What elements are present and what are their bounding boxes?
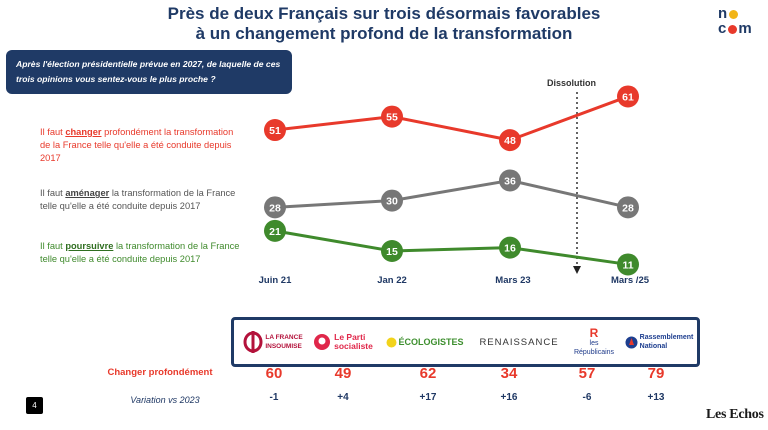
- party-rn-logo: Rassemblement National: [622, 320, 696, 364]
- data-point-1-2: 36: [499, 169, 521, 192]
- score-ecologistes: 62: [419, 365, 437, 382]
- score-renaissance: 34: [500, 365, 518, 382]
- data-label-1-1: 30: [386, 196, 398, 208]
- rn-flame-icon: [625, 336, 638, 348]
- opinion-amenager-post: la transformation de la France telle qu'…: [40, 188, 236, 211]
- lfi-name-l1: LA FRANCE: [265, 334, 303, 341]
- lfi-phi-icon: [243, 331, 263, 353]
- data-point-1-3: 28: [617, 196, 639, 219]
- opinion-poursuivre: Il faut poursuivre la transformation de …: [40, 240, 240, 266]
- opinion-amenager: Il faut aménager la transformation de la…: [40, 187, 240, 213]
- data-point-2-1: 15: [381, 240, 403, 262]
- opinion-changer-pre: Il faut: [40, 127, 66, 137]
- data-point-2-0: 21: [264, 219, 286, 242]
- variation-lr: -6: [582, 392, 592, 403]
- lr-name-l2: Républicains: [573, 349, 615, 356]
- title-line-1: Près de deux Français sur trois désormai…: [167, 4, 601, 23]
- ps-name-l2: socialiste: [334, 341, 373, 351]
- data-label-1-0: 28: [269, 202, 281, 214]
- ps-rose-icon: [314, 334, 331, 350]
- variation-lfi: -1: [269, 392, 279, 403]
- variation-ps: +4: [337, 392, 349, 403]
- line-chart: 51 55 48 61 28 30 36 28 21 15 16 11: [264, 85, 639, 276]
- opinion-poursuivre-pre: Il faut: [40, 241, 66, 251]
- opinion-poursuivre-post: la transformation de la France telle qu'…: [40, 241, 240, 264]
- ecologistes-sun-icon: [386, 337, 397, 347]
- opinion-poursuivre-key: poursuivre: [65, 241, 114, 251]
- lr-name-l1: les: [589, 340, 599, 347]
- les-echos-logo: Les Echos: [706, 407, 764, 422]
- opinion-changer-post: profondément la transformation de la Fra…: [40, 127, 234, 163]
- data-label-0-2: 48: [504, 135, 516, 147]
- renaissance-name: RENAISSANCE: [479, 336, 559, 348]
- party-ps-logo: Le Parti socialiste: [308, 320, 378, 364]
- data-label-2-3: 11: [622, 259, 633, 271]
- ecologistes-name: ÉCOLOGISTES: [398, 336, 464, 347]
- data-point-2-3: 11: [617, 253, 639, 276]
- party-ecologistes-logo: ÉCOLOGISTES: [380, 320, 470, 364]
- party-renaissance-logo: RENAISSANCE: [474, 320, 564, 364]
- data-label-2-2: 16: [504, 243, 516, 255]
- series-line-1: [274, 178, 629, 209]
- score-lr: 57: [578, 365, 596, 382]
- opinion-changer-key: changer: [65, 127, 102, 137]
- data-point-0-2: 48: [499, 129, 521, 152]
- rn-name-l1: Rassemblement: [639, 334, 694, 341]
- variation-rn: +13: [647, 392, 665, 403]
- x-tick-jan22: Jan 22: [377, 275, 407, 286]
- variation-ecologistes: +17: [419, 392, 437, 403]
- series-line-2: [274, 229, 629, 266]
- opinion-amenager-key: aménager: [65, 188, 110, 198]
- data-label-1-2: 36: [504, 175, 516, 187]
- data-point-1-1: 30: [381, 189, 403, 212]
- series-line-0: [274, 95, 629, 142]
- data-label-0-0: 51: [269, 125, 281, 137]
- data-point-1-0: 28: [264, 196, 286, 219]
- row-label-changer: Changer profondément: [107, 367, 213, 378]
- question-box: Après l'élection présidentielle prévue e…: [6, 50, 292, 94]
- score-lfi: 60: [265, 365, 283, 382]
- data-label-0-1: 55: [386, 112, 398, 124]
- data-point-0-0: 51: [264, 119, 286, 142]
- party-logos-box: LA FRANCE INSOUMISE Le Parti socialiste ÉC…: [231, 317, 700, 367]
- data-point-2-2: 16: [499, 236, 521, 259]
- score-rn: 79: [647, 365, 665, 382]
- page-number: 4: [26, 397, 43, 414]
- party-lr-logo: R les Républicains: [573, 326, 615, 356]
- data-label-0-3: 61: [622, 91, 634, 103]
- data-point-0-3: 61: [617, 85, 639, 108]
- series-layer: 51 55 48 61 28 30 36 28 21 15 16 11: [264, 85, 639, 276]
- score-ps: 49: [334, 365, 352, 382]
- data-point-0-1: 55: [381, 105, 403, 128]
- lfi-name-l2: INSOUMISE: [265, 343, 302, 350]
- data-label-1-3: 28: [622, 202, 634, 214]
- opinion-changer: Il faut changer profondément la transfor…: [40, 126, 240, 165]
- x-tick-mars25: Mars /25: [610, 275, 650, 286]
- variation-renaissance: +16: [500, 392, 518, 403]
- row-label-variation: Variation vs 2023: [130, 395, 200, 405]
- data-label-2-1: 15: [386, 246, 398, 258]
- data-label-2-0: 21: [269, 226, 281, 238]
- dissolution-arrow-icon: [573, 266, 581, 274]
- opinion-amenager-pre: Il faut: [40, 188, 66, 198]
- title-line-2: à un changement profond de la transforma…: [195, 24, 573, 43]
- x-tick-juin21: Juin 21: [258, 275, 292, 286]
- page-title: Près de deux Français sur trois désormai…: [0, 4, 768, 44]
- ps-name-l1: Le Parti: [334, 332, 366, 342]
- rn-name-l2: National: [639, 343, 668, 350]
- dissolution-label: Dissolution: [547, 78, 596, 88]
- party-lfi-logo: LA FRANCE INSOUMISE: [238, 320, 308, 364]
- x-tick-mars23: Mars 23: [495, 275, 531, 286]
